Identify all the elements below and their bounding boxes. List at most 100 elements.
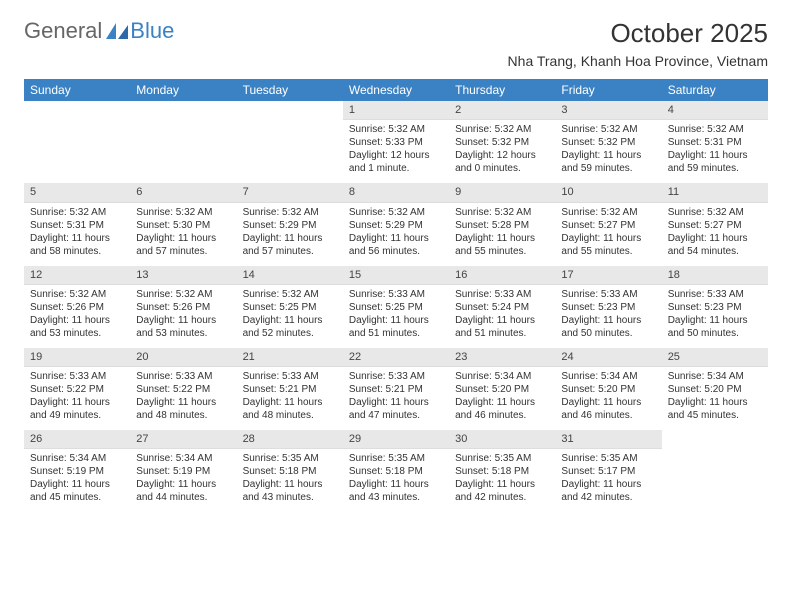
day-body: Sunrise: 5:35 AMSunset: 5:18 PMDaylight:… (343, 449, 449, 512)
calendar-day-cell: 1Sunrise: 5:32 AMSunset: 5:33 PMDaylight… (343, 101, 449, 183)
daylight-text: Daylight: 11 hours and 50 minutes. (668, 314, 762, 340)
sunrise-text: Sunrise: 5:32 AM (455, 206, 549, 219)
sunrise-text: Sunrise: 5:34 AM (668, 370, 762, 383)
day-number: 1 (343, 101, 449, 120)
calendar-day-cell: 23Sunrise: 5:34 AMSunset: 5:20 PMDayligh… (449, 348, 555, 430)
sunset-text: Sunset: 5:23 PM (561, 301, 655, 314)
logo-text-blue: Blue (130, 18, 174, 44)
sunrise-text: Sunrise: 5:33 AM (668, 288, 762, 301)
day-number: 24 (555, 348, 661, 367)
day-number: 19 (24, 348, 130, 367)
day-number: 20 (130, 348, 236, 367)
daylight-text: Daylight: 11 hours and 57 minutes. (243, 232, 337, 258)
calendar-day-cell: 28Sunrise: 5:35 AMSunset: 5:18 PMDayligh… (237, 430, 343, 512)
daylight-text: Daylight: 11 hours and 55 minutes. (455, 232, 549, 258)
sunrise-text: Sunrise: 5:33 AM (30, 370, 124, 383)
weekday-header: Sunday (24, 79, 130, 101)
calendar-day-cell: 15Sunrise: 5:33 AMSunset: 5:25 PMDayligh… (343, 266, 449, 348)
daylight-text: Daylight: 11 hours and 43 minutes. (243, 478, 337, 504)
sunrise-text: Sunrise: 5:32 AM (136, 206, 230, 219)
calendar-day-cell: 9Sunrise: 5:32 AMSunset: 5:28 PMDaylight… (449, 183, 555, 265)
sunset-text: Sunset: 5:32 PM (455, 136, 549, 149)
calendar-day-cell (24, 101, 130, 183)
sunset-text: Sunset: 5:25 PM (349, 301, 443, 314)
sunset-text: Sunset: 5:17 PM (561, 465, 655, 478)
logo-text-general: General (24, 18, 102, 44)
sunset-text: Sunset: 5:21 PM (243, 383, 337, 396)
daylight-text: Daylight: 11 hours and 55 minutes. (561, 232, 655, 258)
sunset-text: Sunset: 5:26 PM (136, 301, 230, 314)
sunset-text: Sunset: 5:26 PM (30, 301, 124, 314)
weekday-header: Monday (130, 79, 236, 101)
calendar-day-cell: 3Sunrise: 5:32 AMSunset: 5:32 PMDaylight… (555, 101, 661, 183)
page-title: October 2025 (610, 18, 768, 49)
day-number: 2 (449, 101, 555, 120)
day-body: Sunrise: 5:32 AMSunset: 5:31 PMDaylight:… (662, 120, 768, 183)
calendar-day-cell: 27Sunrise: 5:34 AMSunset: 5:19 PMDayligh… (130, 430, 236, 512)
day-body: Sunrise: 5:32 AMSunset: 5:26 PMDaylight:… (130, 285, 236, 348)
sunset-text: Sunset: 5:18 PM (243, 465, 337, 478)
calendar-day-cell: 13Sunrise: 5:32 AMSunset: 5:26 PMDayligh… (130, 266, 236, 348)
day-number: 17 (555, 266, 661, 285)
day-body: Sunrise: 5:32 AMSunset: 5:27 PMDaylight:… (662, 203, 768, 266)
daylight-text: Daylight: 11 hours and 56 minutes. (349, 232, 443, 258)
day-number: 27 (130, 430, 236, 449)
weekday-header: Thursday (449, 79, 555, 101)
sunrise-text: Sunrise: 5:35 AM (455, 452, 549, 465)
sunrise-text: Sunrise: 5:33 AM (136, 370, 230, 383)
weekday-header-row: Sunday Monday Tuesday Wednesday Thursday… (24, 79, 768, 101)
calendar-day-cell (130, 101, 236, 183)
sunset-text: Sunset: 5:25 PM (243, 301, 337, 314)
day-body: Sunrise: 5:35 AMSunset: 5:18 PMDaylight:… (237, 449, 343, 512)
day-number: 11 (662, 183, 768, 202)
day-number: 6 (130, 183, 236, 202)
sunset-text: Sunset: 5:20 PM (561, 383, 655, 396)
daylight-text: Daylight: 11 hours and 49 minutes. (30, 396, 124, 422)
calendar-week-row: 12Sunrise: 5:32 AMSunset: 5:26 PMDayligh… (24, 266, 768, 348)
day-number: 12 (24, 266, 130, 285)
sunrise-text: Sunrise: 5:34 AM (455, 370, 549, 383)
sunset-text: Sunset: 5:30 PM (136, 219, 230, 232)
day-body: Sunrise: 5:34 AMSunset: 5:20 PMDaylight:… (555, 367, 661, 430)
sunset-text: Sunset: 5:27 PM (668, 219, 762, 232)
day-body: Sunrise: 5:34 AMSunset: 5:19 PMDaylight:… (130, 449, 236, 512)
daylight-text: Daylight: 11 hours and 45 minutes. (30, 478, 124, 504)
calendar-day-cell: 24Sunrise: 5:34 AMSunset: 5:20 PMDayligh… (555, 348, 661, 430)
day-number: 22 (343, 348, 449, 367)
day-body: Sunrise: 5:32 AMSunset: 5:30 PMDaylight:… (130, 203, 236, 266)
daylight-text: Daylight: 11 hours and 59 minutes. (561, 149, 655, 175)
calendar-week-row: 1Sunrise: 5:32 AMSunset: 5:33 PMDaylight… (24, 101, 768, 183)
weekday-header: Tuesday (237, 79, 343, 101)
calendar-day-cell: 30Sunrise: 5:35 AMSunset: 5:18 PMDayligh… (449, 430, 555, 512)
day-number: 7 (237, 183, 343, 202)
calendar-day-cell: 19Sunrise: 5:33 AMSunset: 5:22 PMDayligh… (24, 348, 130, 430)
day-number: 14 (237, 266, 343, 285)
daylight-text: Daylight: 11 hours and 57 minutes. (136, 232, 230, 258)
day-number: 4 (662, 101, 768, 120)
day-number: 28 (237, 430, 343, 449)
weekday-header: Saturday (662, 79, 768, 101)
day-number: 8 (343, 183, 449, 202)
sunrise-text: Sunrise: 5:32 AM (243, 288, 337, 301)
calendar-day-cell: 5Sunrise: 5:32 AMSunset: 5:31 PMDaylight… (24, 183, 130, 265)
calendar-day-cell: 8Sunrise: 5:32 AMSunset: 5:29 PMDaylight… (343, 183, 449, 265)
calendar-day-cell: 26Sunrise: 5:34 AMSunset: 5:19 PMDayligh… (24, 430, 130, 512)
day-body: Sunrise: 5:35 AMSunset: 5:17 PMDaylight:… (555, 449, 661, 512)
daylight-text: Daylight: 11 hours and 54 minutes. (668, 232, 762, 258)
sunrise-text: Sunrise: 5:33 AM (349, 370, 443, 383)
calendar-week-row: 26Sunrise: 5:34 AMSunset: 5:19 PMDayligh… (24, 430, 768, 512)
day-number: 5 (24, 183, 130, 202)
day-body: Sunrise: 5:33 AMSunset: 5:21 PMDaylight:… (237, 367, 343, 430)
calendar-day-cell (237, 101, 343, 183)
calendar-week-row: 19Sunrise: 5:33 AMSunset: 5:22 PMDayligh… (24, 348, 768, 430)
day-number: 15 (343, 266, 449, 285)
calendar-day-cell: 20Sunrise: 5:33 AMSunset: 5:22 PMDayligh… (130, 348, 236, 430)
day-body: Sunrise: 5:34 AMSunset: 5:20 PMDaylight:… (449, 367, 555, 430)
day-number: 13 (130, 266, 236, 285)
day-body: Sunrise: 5:32 AMSunset: 5:27 PMDaylight:… (555, 203, 661, 266)
sunrise-text: Sunrise: 5:32 AM (349, 206, 443, 219)
sunrise-text: Sunrise: 5:32 AM (561, 123, 655, 136)
sunset-text: Sunset: 5:31 PM (668, 136, 762, 149)
header: General Blue October 2025 (24, 18, 768, 49)
calendar-day-cell: 10Sunrise: 5:32 AMSunset: 5:27 PMDayligh… (555, 183, 661, 265)
